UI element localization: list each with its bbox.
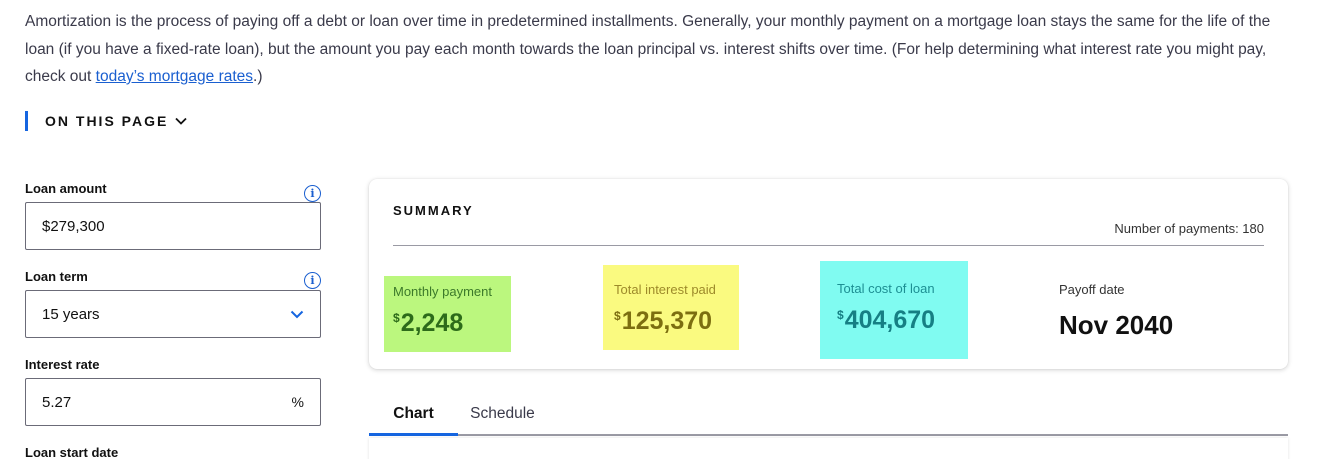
summary-divider xyxy=(393,245,1264,246)
loan-term-value: 15 years xyxy=(42,305,100,323)
loan-amount-info-icon[interactable]: i xyxy=(304,185,321,202)
loan-term-label: Loan term xyxy=(25,269,88,284)
interest-rate-value: 5.27 xyxy=(42,393,72,411)
intro-text-end: .) xyxy=(253,68,263,85)
monthly-payment-label: Monthly payment xyxy=(393,284,492,299)
monthly-payment-amount: 2,248 xyxy=(400,309,464,337)
monthly-payment-value: $2,248 xyxy=(393,309,502,338)
total-interest-label: Total interest paid xyxy=(614,282,716,297)
chevron-down-icon xyxy=(175,117,187,125)
total-cost-amount: 404,670 xyxy=(844,306,936,334)
interest-rate-input[interactable]: 5.27 % xyxy=(25,378,321,426)
payoff-date-stat: Payoff date Nov 2040 xyxy=(1059,282,1173,341)
intro-paragraph: Amortization is the process of paying of… xyxy=(25,8,1295,91)
tab-schedule[interactable]: Schedule xyxy=(470,405,535,422)
total-interest-amount: 125,370 xyxy=(621,307,713,335)
chevron-down-icon xyxy=(290,306,304,323)
intro-text: Amortization is the process of paying of… xyxy=(25,13,1271,85)
currency-symbol: $ xyxy=(837,308,844,322)
loan-start-date-label: Loan start date xyxy=(25,445,119,459)
percent-suffix: % xyxy=(291,394,304,410)
chart-panel xyxy=(369,438,1288,459)
total-interest-stat: Total interest paid $125,370 xyxy=(603,265,739,350)
loan-term-info-icon[interactable]: i xyxy=(304,272,321,289)
interest-rate-label: Interest rate xyxy=(25,357,100,372)
loan-term-select[interactable]: 15 years xyxy=(25,290,321,338)
monthly-payment-stat: Monthly payment $2,248 xyxy=(384,276,511,352)
loan-amount-label: Loan amount xyxy=(25,181,107,196)
on-this-page-toggle[interactable]: ON THIS PAGE xyxy=(25,111,187,131)
tab-chart[interactable]: Chart xyxy=(369,400,458,436)
number-of-payments: Number of payments: 180 xyxy=(1114,221,1264,236)
mortgage-rates-link[interactable]: today’s mortgage rates xyxy=(95,68,254,85)
total-cost-stat: Total cost of loan $404,670 xyxy=(820,261,968,359)
total-interest-value: $125,370 xyxy=(614,307,728,336)
toc-label: ON THIS PAGE xyxy=(45,113,169,129)
payoff-date-value: Nov 2040 xyxy=(1059,310,1174,340)
currency-symbol: $ xyxy=(393,311,400,325)
total-cost-label: Total cost of loan xyxy=(837,281,935,296)
summary-title: SUMMARY xyxy=(393,203,474,218)
payoff-date-label: Payoff date xyxy=(1059,282,1125,297)
results-tabs: Chart Schedule xyxy=(369,400,1288,436)
loan-amount-input[interactable]: $279,300 xyxy=(25,202,321,250)
currency-symbol: $ xyxy=(614,309,621,323)
loan-amount-value: $279,300 xyxy=(42,217,105,235)
summary-card: SUMMARY Number of payments: 180 Monthly … xyxy=(369,179,1288,369)
total-cost-value: $404,670 xyxy=(837,306,951,335)
